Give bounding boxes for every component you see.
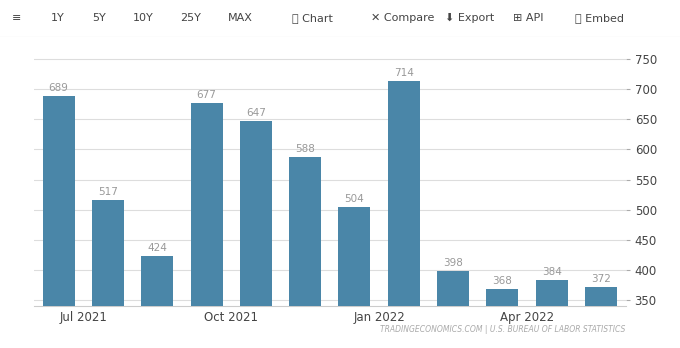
Text: 424: 424 xyxy=(148,243,167,253)
Text: ✕ Compare: ✕ Compare xyxy=(371,13,434,23)
Text: ⊞ API: ⊞ API xyxy=(513,13,544,23)
Text: 677: 677 xyxy=(197,90,216,100)
Text: 10Y: 10Y xyxy=(133,13,154,23)
Text: ⬇ Export: ⬇ Export xyxy=(445,13,494,23)
Text: TRADINGECONOMICS.COM | U.S. BUREAU OF LABOR STATISTICS: TRADINGECONOMICS.COM | U.S. BUREAU OF LA… xyxy=(380,325,626,334)
Text: 504: 504 xyxy=(345,194,364,204)
Bar xyxy=(388,81,420,306)
Text: 647: 647 xyxy=(246,108,266,118)
Bar xyxy=(585,287,617,306)
Text: 714: 714 xyxy=(394,68,413,78)
Text: 🖼 Embed: 🖼 Embed xyxy=(575,13,624,23)
Bar xyxy=(486,289,518,306)
Text: 372: 372 xyxy=(591,274,611,284)
Text: MAX: MAX xyxy=(228,13,253,23)
Text: 398: 398 xyxy=(443,258,463,268)
Bar xyxy=(190,103,222,306)
Bar xyxy=(92,199,124,306)
Bar xyxy=(339,207,371,306)
Text: 25Y: 25Y xyxy=(180,13,201,23)
Text: ≡: ≡ xyxy=(12,13,22,23)
Text: 689: 689 xyxy=(49,83,69,93)
Text: 📊 Chart: 📊 Chart xyxy=(292,13,333,23)
Bar xyxy=(437,271,469,306)
Bar xyxy=(141,255,173,306)
Bar xyxy=(240,121,272,306)
Bar xyxy=(289,157,321,306)
Text: 368: 368 xyxy=(492,276,512,286)
Text: 517: 517 xyxy=(98,187,118,197)
Bar xyxy=(43,96,75,306)
Text: 384: 384 xyxy=(542,267,562,277)
Text: 588: 588 xyxy=(295,144,315,154)
Bar xyxy=(536,280,568,306)
Text: 5Y: 5Y xyxy=(92,13,105,23)
Text: 1Y: 1Y xyxy=(51,13,65,23)
